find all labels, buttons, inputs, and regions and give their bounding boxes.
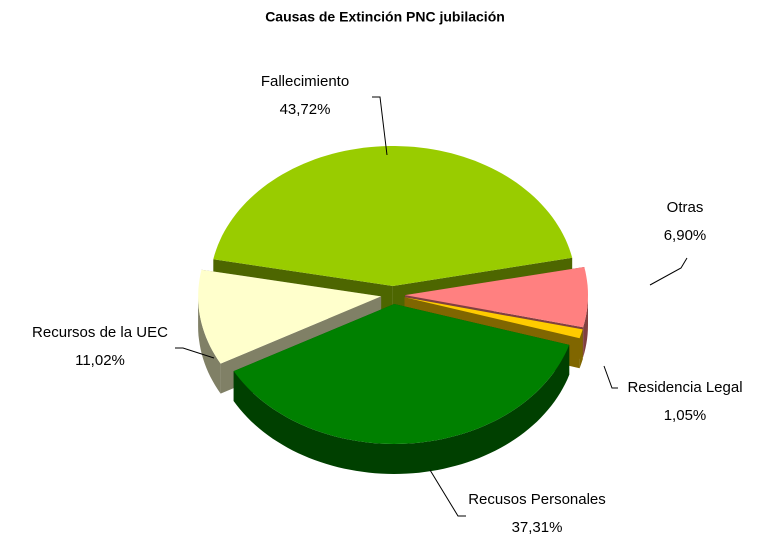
chart-title: Causas de Extinción PNC jubilación (265, 9, 505, 25)
slice (198, 269, 382, 364)
slice-side (579, 329, 583, 369)
slice (233, 304, 570, 444)
leader-line (372, 96, 388, 156)
slice (213, 146, 573, 286)
slice-side (198, 296, 221, 394)
leader-line (175, 347, 215, 359)
leader-line (649, 257, 688, 286)
slice-value: 1,05% (664, 407, 707, 424)
slice-side (233, 344, 570, 474)
slice-label: Otras (667, 199, 704, 216)
slice-value: 6,90% (664, 227, 707, 244)
slice-side (583, 295, 588, 358)
slice (405, 267, 588, 328)
slice-value: 43,72% (280, 101, 331, 118)
leader-line (429, 469, 466, 517)
leader-line (603, 365, 618, 389)
slice-value: 37,31% (512, 519, 563, 536)
slice-label: Recusos Personales (468, 491, 606, 508)
slice-label: Residencia Legal (627, 379, 742, 396)
slice-value: 11,02% (75, 352, 125, 369)
slice (404, 297, 583, 339)
slice-label: Fallecimiento (261, 73, 349, 90)
slice-label: Recursos de la UEC (32, 324, 168, 341)
